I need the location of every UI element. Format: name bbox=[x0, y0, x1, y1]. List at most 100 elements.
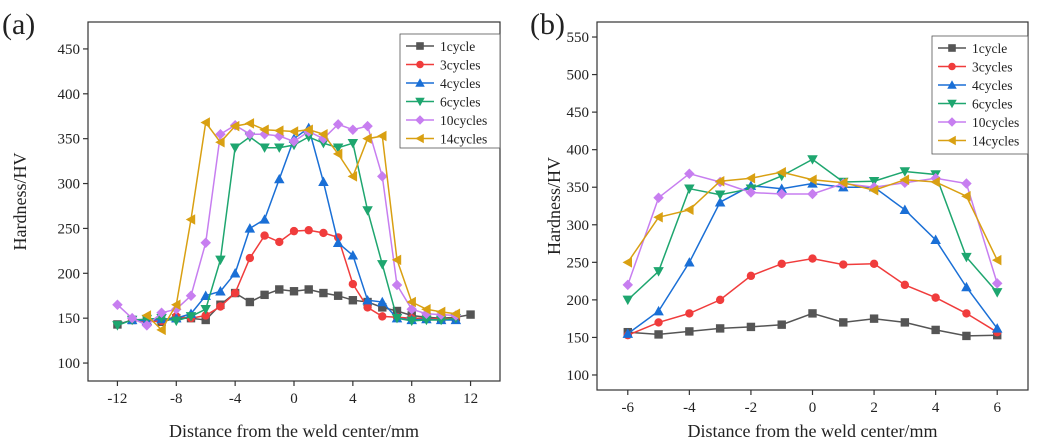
data-point-14cycles bbox=[377, 130, 387, 142]
data-point-6cycles bbox=[714, 190, 726, 200]
data-point-6cycles bbox=[377, 260, 388, 270]
data-point-4cycles bbox=[377, 296, 388, 307]
data-point-10cycles bbox=[244, 128, 256, 140]
legend-marker-4cycles bbox=[947, 80, 957, 89]
data-point-14cycles bbox=[244, 118, 255, 129]
data-point-10cycles bbox=[332, 119, 344, 130]
data-point-4cycles bbox=[991, 323, 1003, 333]
data-point-3cycles bbox=[869, 259, 879, 269]
series-1cycle bbox=[623, 309, 1002, 341]
legend: 1cycle 3cycles 4cycles 6cycles 10cycles 14cyc… bbox=[931, 35, 1029, 155]
data-point-4cycles bbox=[622, 328, 634, 338]
data-point-4cycles bbox=[807, 178, 818, 188]
data-point-14cycles bbox=[347, 171, 358, 182]
data-point-10cycles bbox=[215, 128, 226, 140]
data-point-4cycles bbox=[274, 173, 285, 184]
data-point-10cycles bbox=[112, 299, 123, 310]
data-point-1cycle bbox=[931, 325, 940, 335]
data-point-14cycles bbox=[838, 177, 848, 188]
data-point-1cycle bbox=[319, 288, 328, 298]
legend-marker-1cycle bbox=[948, 44, 956, 52]
data-point-10cycles bbox=[200, 237, 211, 249]
legend-label-6cycles: 6cycles bbox=[972, 97, 1012, 112]
data-point-1cycle bbox=[275, 285, 284, 294]
x-tick-label: -2 bbox=[745, 400, 758, 416]
data-point-4cycles bbox=[347, 250, 359, 260]
data-point-3cycles bbox=[216, 302, 225, 311]
data-point-10cycles bbox=[622, 279, 634, 291]
chart-panel-b: (b) -6 -4 -2 0 2 4 6 100 150 200 250 300 350 400 450 500… bbox=[530, 8, 1029, 441]
data-point-14cycles bbox=[622, 257, 632, 268]
legend-label-10cycles: 10cycles bbox=[972, 115, 1019, 130]
legend-marker-4cycles bbox=[415, 78, 425, 87]
panel-label: (b) bbox=[530, 8, 565, 41]
data-point-14cycles bbox=[776, 166, 786, 178]
data-point-1cycle bbox=[392, 306, 402, 316]
x-tick-label: -4 bbox=[683, 400, 696, 416]
legend-box bbox=[399, 33, 501, 149]
x-tick-label: 4 bbox=[349, 391, 357, 407]
data-point-10cycles bbox=[684, 168, 695, 179]
data-point-6cycles bbox=[303, 132, 314, 143]
data-point-6cycles bbox=[991, 288, 1003, 298]
data-point-14cycles bbox=[200, 117, 210, 128]
data-point-10cycles bbox=[391, 279, 403, 291]
data-point-10cycles bbox=[362, 120, 373, 132]
data-point-6cycles bbox=[807, 155, 818, 165]
data-point-6cycles bbox=[185, 312, 197, 322]
legend-marker-10cycles bbox=[415, 115, 425, 125]
series-14cycles bbox=[622, 166, 1002, 268]
x-tick-label: 0 bbox=[809, 400, 817, 416]
data-point-1cycle bbox=[685, 327, 694, 336]
y-axis-label: Hardness/HV bbox=[544, 157, 564, 255]
data-point-1cycle bbox=[808, 309, 817, 318]
data-point-14cycles bbox=[318, 128, 328, 140]
data-point-6cycles bbox=[899, 167, 911, 177]
data-point-3cycles bbox=[245, 253, 255, 263]
data-point-6cycles bbox=[435, 315, 447, 326]
data-point-1cycle bbox=[304, 285, 313, 294]
y-tick-label: 450 bbox=[567, 105, 590, 121]
data-point-6cycles bbox=[684, 184, 695, 194]
data-point-1cycle bbox=[201, 315, 210, 325]
data-point-1cycle bbox=[746, 322, 756, 332]
x-tick-label: 0 bbox=[290, 391, 298, 407]
y-tick-label: 100 bbox=[567, 368, 590, 384]
y-tick-label: 400 bbox=[58, 87, 81, 103]
data-point-14cycles bbox=[653, 212, 663, 223]
data-point-6cycles bbox=[868, 177, 880, 187]
y-tick-label: 350 bbox=[58, 132, 81, 148]
data-point-6cycles bbox=[171, 316, 182, 327]
data-point-3cycles bbox=[808, 254, 817, 263]
data-point-3cycles bbox=[777, 259, 786, 269]
data-point-6cycles bbox=[406, 316, 417, 327]
data-point-3cycles bbox=[962, 309, 971, 318]
data-point-3cycles bbox=[378, 312, 387, 321]
x-tick-label: -4 bbox=[229, 391, 242, 407]
legend-marker-14cycles bbox=[415, 133, 424, 144]
x-tick-label: -8 bbox=[170, 391, 183, 407]
y-tick-label: 250 bbox=[58, 221, 81, 237]
data-point-14cycles bbox=[684, 204, 694, 216]
data-point-14cycles bbox=[288, 126, 299, 137]
legend-label-3cycles: 3cycles bbox=[440, 58, 480, 73]
x-tick-label: 8 bbox=[408, 391, 416, 407]
data-point-6cycles bbox=[156, 313, 167, 324]
data-point-14cycles bbox=[435, 306, 446, 318]
data-point-4cycles bbox=[200, 290, 211, 300]
data-point-6cycles bbox=[362, 206, 373, 216]
y-tick-label: 200 bbox=[567, 293, 590, 309]
data-point-4cycles bbox=[259, 214, 270, 224]
data-point-10cycles bbox=[288, 136, 300, 147]
data-point-14cycles bbox=[745, 172, 756, 184]
data-point-14cycles bbox=[868, 184, 879, 196]
series-4cycles bbox=[622, 178, 1003, 338]
x-axis-label: Distance from the weld center/mm bbox=[688, 421, 938, 441]
data-point-10cycles bbox=[776, 188, 787, 200]
data-point-4cycles bbox=[961, 281, 972, 292]
y-axis-label: Hardness/HV bbox=[10, 153, 30, 251]
y-tick-label: 550 bbox=[567, 30, 590, 46]
series-line-14cycles bbox=[146, 120, 456, 332]
legend-marker-10cycles bbox=[947, 117, 957, 127]
data-point-14cycles bbox=[362, 133, 372, 144]
